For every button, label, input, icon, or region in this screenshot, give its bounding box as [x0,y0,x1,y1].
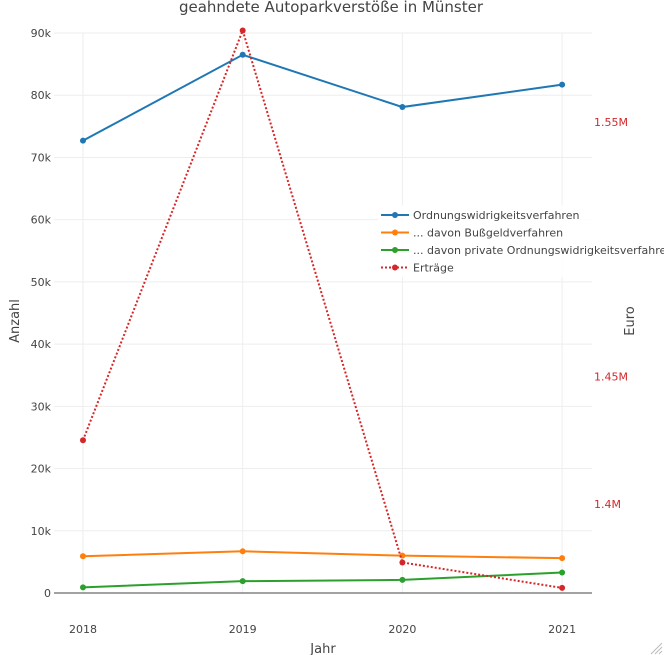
y2-axis-title: Euro [623,306,638,336]
data-point [399,576,406,583]
data-point [239,27,246,34]
series-4 [80,27,566,591]
y2-tick-label: 1.4M [594,498,621,511]
legend-item[interactable]: ... davon Bußgeldverfahren [381,227,563,240]
series-1 [80,51,566,144]
data-point [239,578,246,585]
legend-swatch-marker [392,212,398,218]
legend: Ordnungswidrigkeitsverfahren ... davon Bu… [378,205,664,277]
y-axis-title: Anzahl [8,299,23,343]
legend-item[interactable]: Ordnungswidrigkeitsverfahren [381,209,579,222]
series-3 [80,569,566,591]
x-axis-ticks: 2018 2019 2020 2021 [69,623,576,636]
legend-label: ... davon Bußgeldverfahren [413,227,563,240]
data-point [559,569,566,576]
data-point [559,584,566,591]
y2-tick-label: 1.55M [594,116,628,129]
y-tick-label: 90k [31,27,52,40]
grid [54,32,592,593]
data-point [80,437,86,444]
y-tick-label: 30k [31,400,52,413]
data-point [80,584,86,591]
series-line [82,53,563,142]
data-point [399,559,406,566]
legend-item[interactable]: ... davon private Ordnungswidrigkeitsver… [381,244,664,257]
data-point [80,553,86,560]
legend-label: Erträge [413,262,454,275]
legend-label: Ordnungswidrigkeitsverfahren [413,209,579,222]
legend-label: ... davon private Ordnungswidrigkeitsver… [413,244,664,257]
y2-tick-label: 1.45M [594,371,628,384]
y2-axis-ticks: 1.4M 1.45M 1.55M [594,116,628,511]
y-tick-label: 80k [31,89,52,102]
y-tick-label: 70k [31,151,52,164]
resize-handle-icon[interactable] [650,642,663,655]
data-point [559,81,566,88]
legend-background [378,205,660,277]
data-point [239,51,246,58]
x-tick-label: 2019 [229,623,257,636]
y-tick-label: 60k [31,214,52,227]
x-tick-label: 2021 [548,623,576,636]
data-point [559,555,566,562]
x-tick-label: 2018 [69,623,97,636]
legend-swatch-marker [392,247,398,253]
x-tick-label: 2020 [388,623,416,636]
chart-title: geahndete Autoparkverstöße in Münster [179,0,484,16]
y-tick-label: 0 [44,587,51,600]
data-point [80,137,86,144]
series-line [82,571,563,589]
series-line [82,550,563,560]
series-line [82,27,563,589]
series-2 [80,548,566,562]
y-axis-ticks: 0 10k 20k 30k 40k 50k 60k 70k 80k 90k [31,27,52,600]
x-axis-title: Jahr [309,642,336,655]
y-tick-label: 40k [31,338,52,351]
y-tick-label: 10k [31,525,52,538]
y-tick-label: 20k [31,463,52,476]
legend-swatch-marker [392,264,398,271]
y-tick-label: 50k [31,276,52,289]
series-layer [80,27,566,591]
data-point [399,104,406,111]
data-point [239,548,246,555]
legend-swatch-marker [392,229,398,236]
legend-item[interactable]: Erträge [381,262,454,275]
